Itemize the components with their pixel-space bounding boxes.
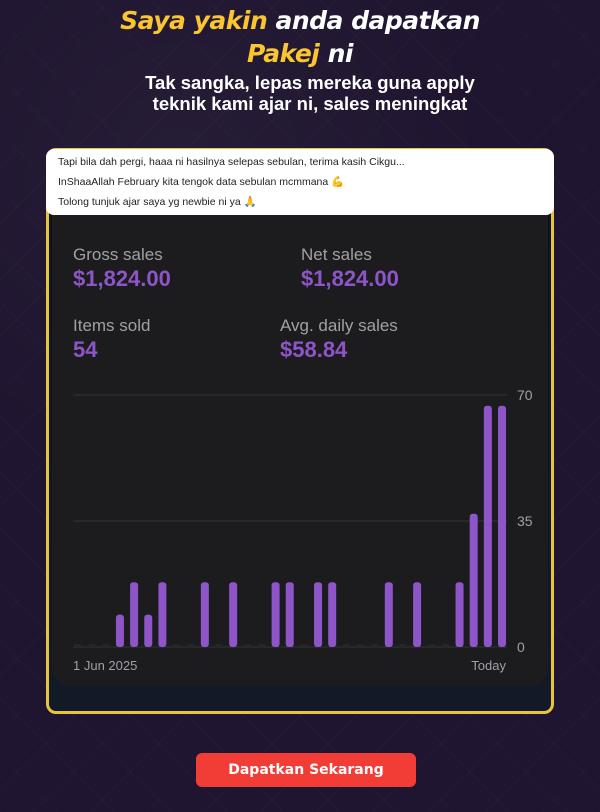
headline-white-2: ni bbox=[327, 39, 354, 68]
sales-panel bbox=[52, 214, 548, 686]
headline: Saya yakin anda dapatkan Pakej ni bbox=[0, 4, 600, 70]
comments-box: Tapi bila dah pergi, haaa ni hasilnya se… bbox=[46, 149, 554, 215]
headline-white-1: anda dapatkan bbox=[275, 6, 480, 35]
headline-yellow-2: Pakej bbox=[247, 39, 320, 68]
comment: Tolong tunjuk ajar saya yg newbie ni ya … bbox=[58, 196, 257, 208]
subtitle: Tak sangka, lepas mereka guna apply tekn… bbox=[145, 72, 475, 114]
comment: InShaaAllah February kita tengok data se… bbox=[58, 176, 345, 188]
headline-yellow-1: Saya yakin bbox=[120, 6, 268, 35]
get-now-button[interactable]: Dapatkan Sekarang bbox=[196, 753, 416, 787]
comment: Tapi bila dah pergi, haaa ni hasilnya se… bbox=[58, 156, 405, 168]
